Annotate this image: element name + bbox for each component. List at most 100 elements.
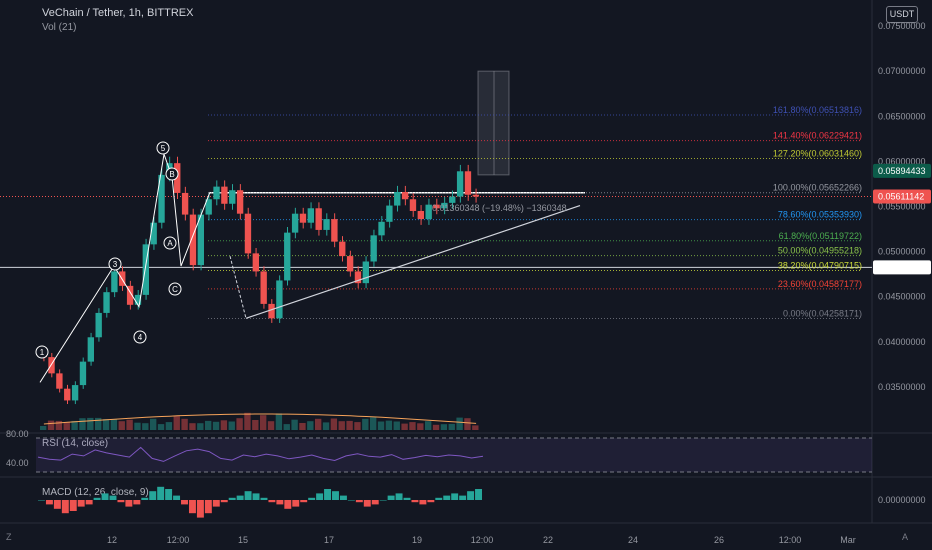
candle-body xyxy=(409,199,417,211)
fib-level-label: 100.00%(0.05652266) xyxy=(773,183,862,193)
fib-level-label: 78.60%(0.05353930) xyxy=(778,210,862,220)
volume-bar xyxy=(236,418,243,430)
macd-histogram-bar xyxy=(419,500,427,505)
candle-body xyxy=(197,214,204,266)
wave-label-A: A xyxy=(167,239,173,248)
macd-histogram-bar xyxy=(451,493,459,500)
candle-body xyxy=(229,190,236,204)
price-badge-label: 0.04824467 xyxy=(878,262,926,272)
candle-body xyxy=(126,285,134,305)
volume-bar xyxy=(385,420,393,430)
macd-histogram-bar xyxy=(220,500,228,503)
wave-label-C: C xyxy=(172,285,178,294)
time-tick-label: 12:00 xyxy=(471,535,494,545)
macd-histogram-bar xyxy=(141,497,149,500)
volume-bar xyxy=(134,422,141,430)
macd-histogram-bar xyxy=(332,491,339,500)
macd-histogram-bar xyxy=(316,493,324,500)
macd-indicator-label[interactable]: MACD (12, 26, close, 9) xyxy=(42,487,149,498)
candle-body xyxy=(362,261,369,284)
candle-body xyxy=(472,194,479,197)
macd-histogram-bar xyxy=(268,500,276,503)
macd-histogram-bar xyxy=(77,500,85,507)
volume-bar xyxy=(307,421,314,430)
fib-level-label: 141.40%(0.06229421) xyxy=(773,131,862,141)
rsi-indicator-label[interactable]: RSI (14, close) xyxy=(42,438,109,449)
volume-bar xyxy=(472,425,479,430)
rsi-tick-label: 40.00 xyxy=(6,458,29,468)
candle-body xyxy=(103,292,110,313)
macd-histogram-bar xyxy=(45,500,53,505)
candle-body xyxy=(189,214,197,266)
macd-histogram-bar xyxy=(403,497,411,500)
elliott-wave-path xyxy=(39,153,211,383)
time-tick-label: 17 xyxy=(324,535,334,545)
candle-body xyxy=(158,174,165,223)
candle-body xyxy=(134,294,142,305)
candle-body xyxy=(268,303,275,319)
volume-ma-line xyxy=(43,413,477,425)
timezone-z-button[interactable]: Z xyxy=(6,532,12,542)
macd-histogram-bar xyxy=(292,500,300,507)
macd-histogram-bar xyxy=(69,500,77,511)
macd-histogram-bar xyxy=(181,500,188,505)
volume-bar xyxy=(228,421,235,430)
time-tick-label: 22 xyxy=(543,535,553,545)
candle-body xyxy=(425,204,432,220)
macd-histogram-bar xyxy=(236,495,244,500)
chart-title: VeChain / Tether, 1h, BITTREX xyxy=(42,7,194,19)
macd-histogram-bar xyxy=(339,495,347,500)
candle-body xyxy=(464,171,472,195)
macd-histogram-bar xyxy=(53,500,61,509)
candle-body xyxy=(449,196,456,203)
volume-bar xyxy=(448,423,455,430)
volume-bar xyxy=(393,421,400,430)
price-badge xyxy=(873,189,931,204)
fib-level-label: 0.00%(0.04258171) xyxy=(783,308,862,318)
macd-histogram-bar xyxy=(85,500,93,505)
macd-histogram-bar xyxy=(93,497,101,500)
macd-histogram-bar xyxy=(196,500,204,518)
candle-body xyxy=(221,186,228,204)
volume-bar xyxy=(346,420,353,430)
macd-histogram-bar xyxy=(188,500,196,514)
price-badge-label: 0.05611142 xyxy=(878,191,924,201)
fib-level-label: 38.20%(0.04790715) xyxy=(778,260,862,270)
volume-bar xyxy=(464,418,471,430)
volume-indicator-label[interactable]: Vol (21) xyxy=(42,22,77,33)
macd-histogram-bar xyxy=(125,500,133,507)
time-tick-label: 26 xyxy=(714,535,724,545)
macd-histogram-bar xyxy=(244,491,252,500)
volume-bar xyxy=(79,418,86,430)
candle-body xyxy=(174,163,181,193)
macd-histogram-bar xyxy=(347,500,355,501)
candle-body xyxy=(315,208,322,230)
price-tick-label: 0.07000000 xyxy=(878,66,926,76)
candle-body xyxy=(213,186,220,200)
time-tick-label: 19 xyxy=(412,535,422,545)
volume-bar xyxy=(260,415,267,430)
macd-histogram-bar xyxy=(395,493,403,500)
macd-histogram-bar xyxy=(38,500,45,501)
price-badge xyxy=(873,163,931,178)
fib-level-label: 50.00%(0.04955218) xyxy=(778,246,862,256)
volume-bar xyxy=(275,413,283,430)
volume-bar xyxy=(71,420,78,430)
macd-histogram-bar xyxy=(173,495,181,500)
fib-level-label: 127.20%(0.06031460) xyxy=(773,149,862,159)
volume-bar xyxy=(283,424,290,430)
macd-histogram-bar xyxy=(61,500,69,514)
volume-bar xyxy=(110,419,118,430)
auto-scale-button[interactable]: A xyxy=(902,532,909,542)
volume-bar xyxy=(456,417,463,430)
macd-histogram-bar xyxy=(363,500,371,507)
macd-histogram-bar xyxy=(149,491,157,500)
dashed-connector xyxy=(229,255,247,319)
candle-body xyxy=(56,373,63,389)
volume-bar xyxy=(362,418,369,430)
volume-bar xyxy=(220,420,228,430)
volume-bar xyxy=(291,419,298,430)
currency-button[interactable]: USDT xyxy=(886,6,918,23)
volume-bar xyxy=(157,424,165,430)
